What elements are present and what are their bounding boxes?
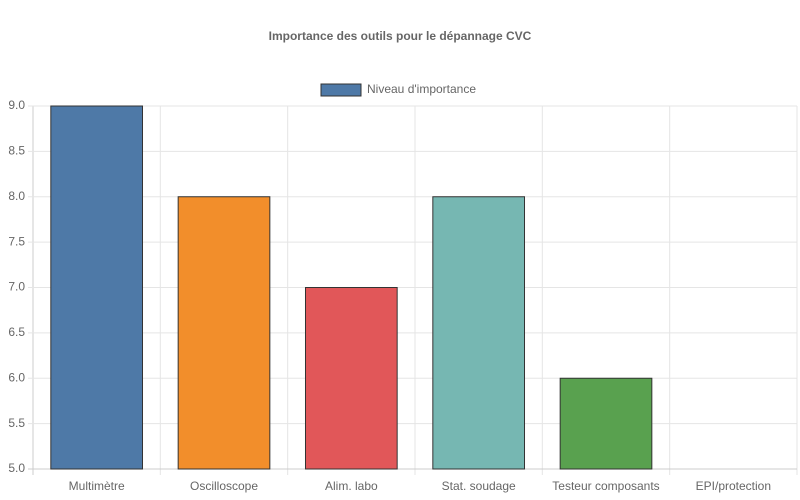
y-tick-label: 7.0 — [8, 280, 25, 294]
y-tick-label: 7.5 — [8, 234, 25, 248]
x-tick-label: Alim. labo — [325, 479, 378, 493]
x-tick-label: Stat. soudage — [442, 479, 516, 493]
chart-title: Importance des outils pour le dépannage … — [269, 29, 532, 43]
bar — [304, 287, 398, 470]
legend-swatch — [320, 83, 362, 97]
y-tick-label: 5.5 — [8, 416, 25, 430]
x-tick-label: Multimètre — [69, 479, 125, 493]
bar — [177, 196, 271, 470]
y-tick-label: 5.0 — [8, 461, 25, 475]
legend-label: Niveau d'importance — [367, 82, 476, 96]
x-tick-label: EPI/protection — [696, 479, 771, 493]
y-tick-label: 8.5 — [8, 144, 25, 158]
y-tick-label: 6.0 — [8, 370, 25, 384]
bar — [559, 377, 653, 470]
bar — [50, 105, 144, 470]
x-tick-label: Testeur composants — [552, 479, 659, 493]
x-tick-label: Oscilloscope — [190, 479, 258, 493]
bar — [432, 196, 526, 470]
y-tick-label: 8.0 — [8, 189, 25, 203]
y-tick-label: 6.5 — [8, 325, 25, 339]
y-tick-label: 9.0 — [8, 98, 25, 112]
